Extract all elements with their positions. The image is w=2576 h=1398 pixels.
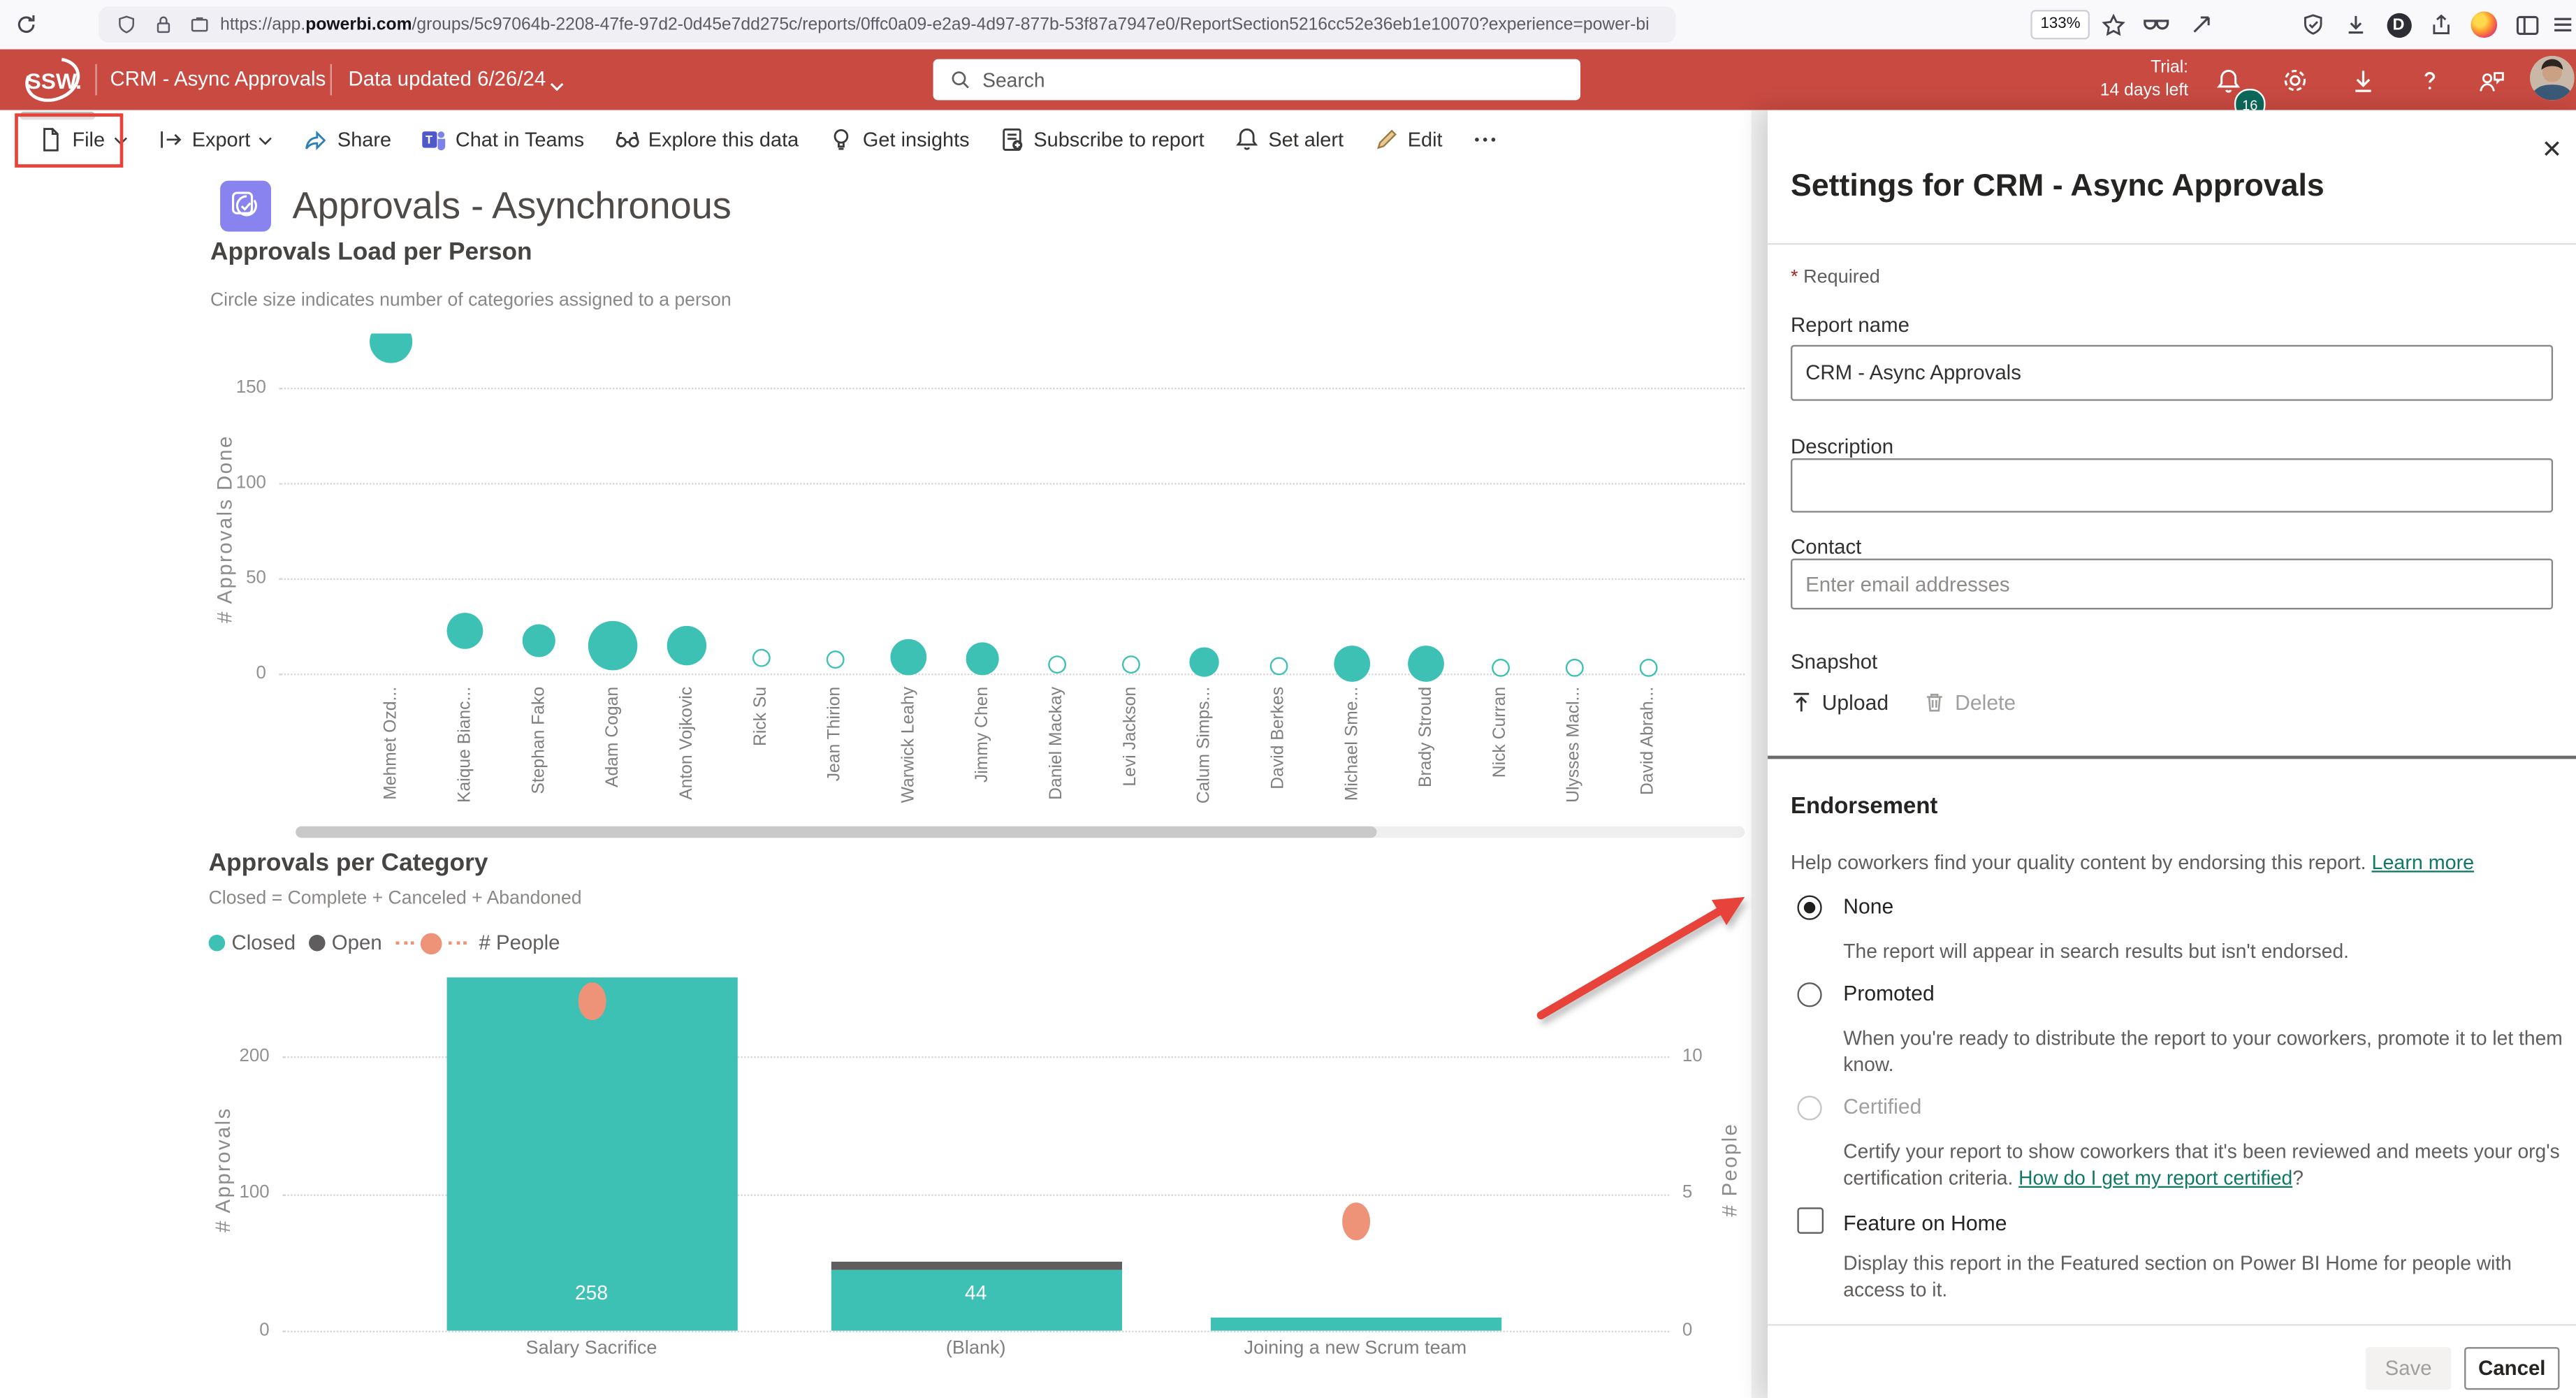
- x-category-label: (Blank): [812, 1339, 1140, 1358]
- radio-label-certified: Certified: [1843, 1094, 1921, 1119]
- chart2-approvals-per-category: 0 100 200 0 5 10 258 Salary Sacrifice 44 (Blank) J…: [0, 0, 1754, 1398]
- cancel-button[interactable]: Cancel: [2464, 1347, 2559, 1390]
- sidebar-icon[interactable]: [2510, 8, 2543, 41]
- left-y-tick-label: 100: [197, 1183, 269, 1202]
- firefox-icon[interactable]: [2468, 8, 2501, 41]
- feature-on-home-checkbox[interactable]: [1797, 1207, 1824, 1234]
- right-y-tick-label: 5: [1682, 1183, 1732, 1202]
- endorsement-options: None The report will appear in search res…: [1768, 110, 2576, 1398]
- feedback-icon[interactable]: [2474, 62, 2510, 99]
- feature-on-home-label: Feature on Home: [1843, 1211, 2007, 1235]
- bar-value-label: 44: [831, 1281, 1121, 1304]
- right-y-tick-label: 0: [1682, 1320, 1732, 1339]
- share-extension-icon[interactable]: [2425, 8, 2458, 41]
- gridline: [282, 1331, 1669, 1332]
- feature-on-home-description: Display this report in the Featured sect…: [1843, 1250, 2549, 1302]
- radio-description-certified: Certify your report to show coworkers th…: [1843, 1139, 2566, 1191]
- report-vertical-scrollbar[interactable]: [1752, 110, 1768, 1398]
- help-icon[interactable]: [2412, 62, 2448, 99]
- radio-description-none: The report will appear in search results…: [1843, 938, 2566, 965]
- divider: [1768, 1324, 2576, 1325]
- screen: https://app.powerbi.com/groups/5c97064b-…: [0, 0, 2576, 1398]
- left-y-tick-label: 200: [197, 1046, 269, 1065]
- downloads-icon[interactable]: [2339, 8, 2372, 41]
- bar-value-label: 258: [446, 1281, 736, 1304]
- radio-none[interactable]: [1797, 896, 1821, 920]
- radio-label-none: None: [1843, 894, 1893, 918]
- settings-gear-icon[interactable]: [2277, 62, 2313, 99]
- privacy-shield-icon[interactable]: [2297, 8, 2329, 41]
- radio-description-promoted: When you're ready to distribute the repo…: [1843, 1025, 2566, 1077]
- user-avatar[interactable]: [2530, 56, 2574, 100]
- certified-help-link[interactable]: How do I get my report certified: [2018, 1166, 2292, 1189]
- download-icon[interactable]: [2344, 62, 2380, 99]
- annotation-box-file: [15, 113, 123, 168]
- goggles-icon[interactable]: [2139, 8, 2172, 41]
- bar-closed-3[interactable]: [1210, 1318, 1501, 1331]
- x-category-label: Joining a new Scrum team: [1191, 1339, 1520, 1358]
- extension-d-icon[interactable]: D: [2382, 8, 2415, 41]
- left-y-tick-label: 0: [197, 1320, 269, 1339]
- radio-certified: [1797, 1095, 1821, 1120]
- x-category-label: Salary Sacrifice: [427, 1339, 755, 1358]
- radio-label-promoted: Promoted: [1843, 981, 1934, 1005]
- page-zoom-badge[interactable]: 133%: [2030, 10, 2090, 39]
- right-y-tick-label: 10: [1682, 1046, 1732, 1065]
- radio-promoted[interactable]: [1797, 982, 1821, 1007]
- trial-status: Trial: 14 days left: [2037, 56, 2188, 102]
- settings-panel: ✕ Settings for CRM - Async Approvals * R…: [1768, 110, 2576, 1398]
- people-dot-3[interactable]: [1341, 1202, 1369, 1239]
- menu-hamburger-icon[interactable]: [2547, 8, 2576, 41]
- bar-open-2[interactable]: [831, 1262, 1121, 1270]
- bar-closed-1[interactable]: [446, 977, 736, 1331]
- screenshot-icon[interactable]: [2185, 8, 2218, 41]
- bookmark-star-icon[interactable]: [2096, 8, 2129, 41]
- save-button[interactable]: Save: [2366, 1347, 2451, 1390]
